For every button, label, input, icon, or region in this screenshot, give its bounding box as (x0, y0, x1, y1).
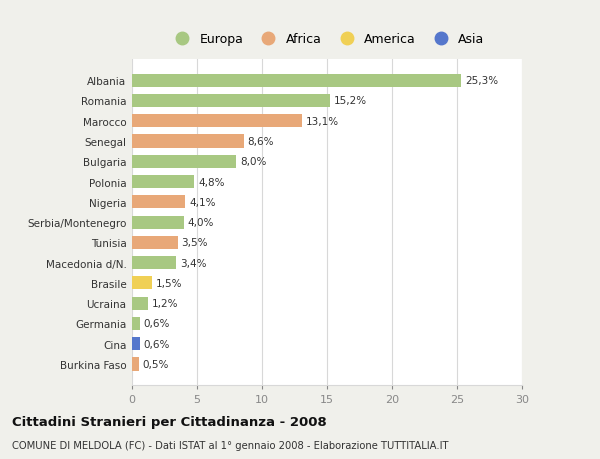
Text: 15,2%: 15,2% (334, 96, 367, 106)
Text: 1,2%: 1,2% (151, 298, 178, 308)
Text: 8,0%: 8,0% (240, 157, 266, 167)
Text: 13,1%: 13,1% (306, 117, 340, 127)
Text: COMUNE DI MELDOLA (FC) - Dati ISTAT al 1° gennaio 2008 - Elaborazione TUTTITALIA: COMUNE DI MELDOLA (FC) - Dati ISTAT al 1… (12, 440, 449, 450)
Bar (132, 74, 461, 88)
Text: 4,1%: 4,1% (189, 197, 216, 207)
Bar (132, 115, 302, 128)
Bar (132, 156, 236, 168)
Bar (132, 95, 329, 108)
Bar (132, 277, 151, 290)
Text: 4,8%: 4,8% (198, 177, 225, 187)
Bar (132, 257, 176, 269)
Bar (132, 236, 178, 249)
Text: 0,5%: 0,5% (142, 359, 169, 369)
Text: 4,0%: 4,0% (188, 218, 214, 228)
Text: Cittadini Stranieri per Cittadinanza - 2008: Cittadini Stranieri per Cittadinanza - 2… (12, 415, 327, 428)
Text: 1,5%: 1,5% (155, 278, 182, 288)
Bar (132, 216, 184, 229)
Legend: Europa, Africa, America, Asia: Europa, Africa, America, Asia (169, 34, 485, 46)
Bar (132, 297, 148, 310)
Bar (132, 176, 194, 189)
Bar (132, 135, 244, 148)
Text: 25,3%: 25,3% (465, 76, 498, 86)
Bar (132, 317, 140, 330)
Bar (132, 196, 185, 209)
Text: 0,6%: 0,6% (144, 319, 170, 329)
Text: 3,4%: 3,4% (180, 258, 206, 268)
Bar (132, 337, 140, 351)
Bar (132, 358, 139, 371)
Text: 3,5%: 3,5% (181, 238, 208, 248)
Text: 8,6%: 8,6% (248, 137, 274, 147)
Text: 0,6%: 0,6% (144, 339, 170, 349)
